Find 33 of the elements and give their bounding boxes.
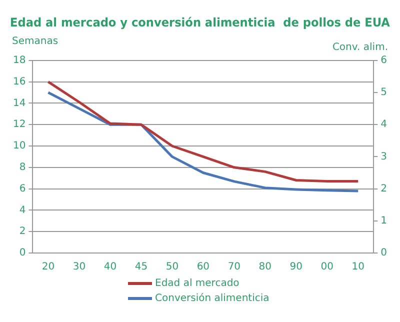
x-tick-label: 30 [72,262,86,273]
x-tick-label: 45 [134,262,148,273]
x-tick-label: 00 [320,262,334,273]
y2-tick-label: 6 [380,54,388,66]
x-tick-label: 10 [352,262,365,273]
y2-tick-label: 5 [380,87,388,98]
y2-tick-label: 1 [380,215,388,226]
x-tick-label: 90 [290,262,303,273]
x-tick-label: 80 [258,262,272,273]
x-tick-label: 40 [104,262,117,273]
y-tick-label: 16 [12,76,26,88]
legend-label: Conversión alimenticia [155,293,270,304]
chart-title: Edad al mercado y conversión alimenticia de pollos de EUA [10,15,390,30]
y-tick-label: 0 [19,248,26,259]
y-axis-title: Semanas [12,36,58,47]
y-tick-label: 14 [12,98,26,109]
y-tick-label: 2 [19,226,26,238]
y-tick-label: 6 [19,183,26,194]
y-tick-label: 18 [12,54,26,66]
y2-tick-label: 4 [380,119,388,130]
y2-tick-label: 2 [380,183,388,194]
x-tick-label: 20 [42,262,55,273]
y2-axis-title: Conv. alim. [332,42,388,53]
x-tick-label: 50 [166,262,179,273]
y2-tick-label: 0 [380,248,388,259]
y2-tick-label: 3 [380,151,388,162]
y-tick-label: 4 [19,204,26,216]
x-tick-label: 60 [196,262,210,273]
legend-label: Edad al mercado [155,278,240,289]
y-tick-label: 8 [19,162,26,173]
y-tick-label: 10 [12,140,26,152]
x-tick-label: 70 [228,262,241,273]
y-tick-label: 12 [12,119,26,130]
